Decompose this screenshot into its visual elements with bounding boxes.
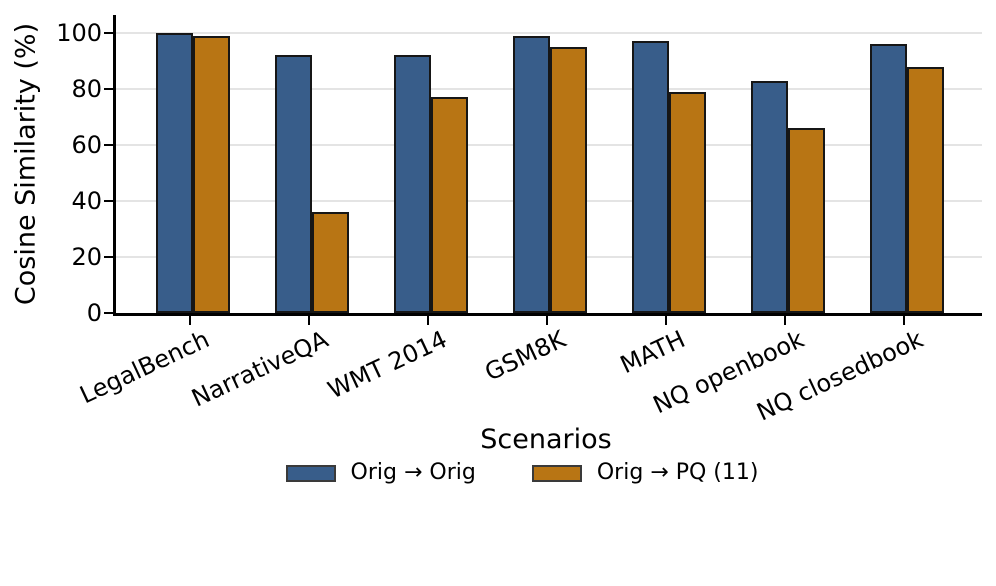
x-tick-mark-2 <box>427 316 429 325</box>
bar-orig-pq-0 <box>193 36 230 313</box>
bar-orig-pq-5 <box>788 128 825 313</box>
y-tick-mark-0 <box>104 312 113 314</box>
y-tick-mark-80 <box>104 88 113 90</box>
legend-swatch-orig-pq-icon <box>531 464 582 482</box>
bar-orig-pq-2 <box>431 97 468 313</box>
bar-orig-orig-2 <box>394 55 431 313</box>
legend-entry-orig-pq: Orig → PQ (11) <box>531 460 759 485</box>
bar-orig-orig-0 <box>156 33 193 313</box>
x-tick-mark-5 <box>784 316 786 325</box>
x-tick-mark-4 <box>665 316 667 325</box>
y-tick-mark-40 <box>104 200 113 202</box>
x-tick-label-1: NarrativeQA <box>187 325 333 413</box>
y-tick-label-40: 40 <box>71 187 102 215</box>
bar-orig-pq-6 <box>907 67 944 313</box>
legend-entry-orig-orig: Orig → Orig <box>285 460 476 485</box>
bar-orig-orig-6 <box>870 44 907 313</box>
y-tick-label-20: 20 <box>71 243 102 271</box>
x-axis-label: Scenarios <box>480 424 612 455</box>
legend-swatch-orig-orig-icon <box>285 464 336 482</box>
bar-orig-orig-3 <box>513 36 550 313</box>
plot-area <box>113 15 982 316</box>
y-tick-label-100: 100 <box>56 19 102 47</box>
x-tick-mark-6 <box>903 316 905 325</box>
y-tick-label-80: 80 <box>71 75 102 103</box>
y-tick-mark-60 <box>104 144 113 146</box>
y-tick-label-0: 0 <box>86 299 102 327</box>
bar-orig-pq-4 <box>669 92 706 313</box>
x-tick-label-2: WMT 2014 <box>323 325 452 405</box>
y-tick-mark-20 <box>104 256 113 258</box>
gridline-y-100 <box>116 32 982 34</box>
legend-label-orig-pq: Orig → PQ (11) <box>596 460 759 485</box>
legend: Orig → Orig Orig → PQ (11) <box>24 461 996 485</box>
x-tick-label-3: GSM8K <box>481 325 571 387</box>
y-tick-label-60: 60 <box>71 131 102 159</box>
bar-orig-pq-1 <box>312 212 349 313</box>
bar-orig-orig-4 <box>632 41 669 313</box>
y-tick-mark-100 <box>104 32 113 34</box>
x-tick-mark-0 <box>189 316 191 325</box>
bar-orig-orig-1 <box>275 55 312 313</box>
bar-orig-orig-5 <box>751 81 788 313</box>
x-tick-mark-1 <box>308 316 310 325</box>
bar-orig-pq-3 <box>550 47 587 313</box>
x-tick-mark-3 <box>546 316 548 325</box>
legend-label-orig-orig: Orig → Orig <box>350 460 476 485</box>
x-tick-label-4: MATH <box>615 325 690 380</box>
